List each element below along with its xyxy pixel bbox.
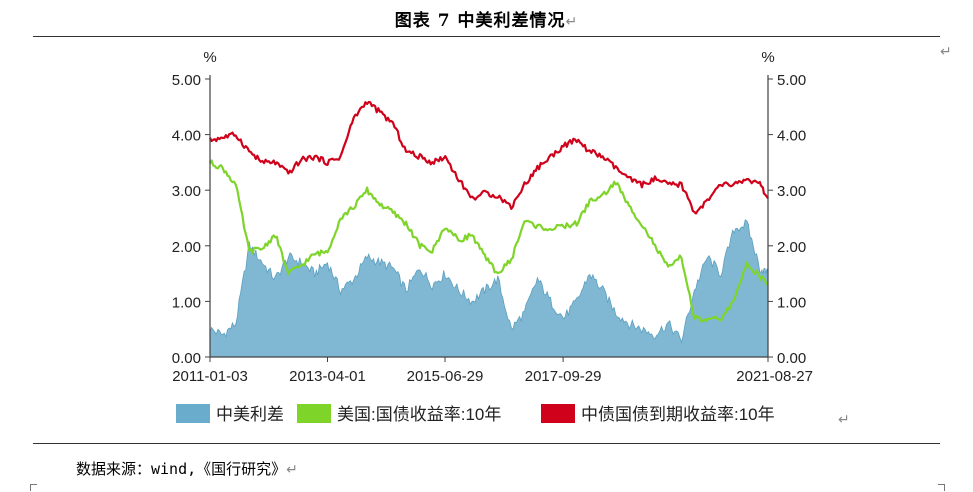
figure-title: 图表 7 中美利差情况↵ xyxy=(0,6,973,31)
y-unit-label-right: % xyxy=(761,49,774,66)
legend-label-2: 美国:国债收益率:10年 xyxy=(337,405,501,424)
legend-swatch-1 xyxy=(176,404,210,423)
corner-mark xyxy=(938,484,945,491)
y-tick-label-left: 5.00 xyxy=(172,72,201,89)
return-mark-icon: ↵ xyxy=(838,412,850,428)
x-tick-label: 2011-01-03 xyxy=(172,368,248,385)
legend-label-3: 中债国债到期收益率:10年 xyxy=(581,405,775,424)
legend-swatch-3 xyxy=(541,404,575,423)
y-tick-label-left: 0.00 xyxy=(172,350,201,367)
yield-spread-chart: 0.00 0.00 1.00 1.00 2.00 2.00 3.00 3.00 4.00 4.00… xyxy=(172,49,813,424)
y-tick-label-left: 3.00 xyxy=(172,183,201,200)
y-tick-label-right: 5.00 xyxy=(777,72,806,89)
series-1-area xyxy=(209,219,769,358)
y-tick-label-left: 1.00 xyxy=(172,294,201,311)
y-tick-label-right: 1.00 xyxy=(777,294,806,311)
y-tick-label-left: 4.00 xyxy=(172,128,201,145)
source-text: 数据来源：wind,《国行研究》 xyxy=(76,460,287,478)
bottom-rule xyxy=(33,443,940,444)
corner-mark xyxy=(30,484,37,491)
series-3-line xyxy=(209,100,769,215)
y-tick-label-right: 3.00 xyxy=(777,183,806,200)
y-tick-label-right: 2.00 xyxy=(777,239,806,256)
figure-title-text: 图表 7 中美利差情况 xyxy=(394,11,566,31)
y-unit-label-left: % xyxy=(203,49,216,66)
return-mark-icon: ↵ xyxy=(286,462,298,478)
x-tick-label: 2017-09-29 xyxy=(525,368,602,385)
y-tick-label-right: 4.00 xyxy=(777,128,806,145)
y-tick-label-right: 0.00 xyxy=(777,350,806,367)
legend-label-1: 中美利差 xyxy=(216,405,284,424)
x-tick-label: 2015-06-29 xyxy=(407,368,484,385)
source-note: 数据来源：wind,《国行研究》↵ xyxy=(76,458,298,479)
x-tick-label: 2021-08-27 xyxy=(736,368,813,385)
return-mark-icon: ↵ xyxy=(565,14,579,30)
return-mark-icon: ↵ xyxy=(940,44,952,60)
series-2-line xyxy=(209,159,769,323)
top-rule xyxy=(33,36,940,37)
legend-swatch-2 xyxy=(297,404,331,423)
x-tick-label: 2013-04-01 xyxy=(289,368,366,385)
y-tick-label-left: 2.00 xyxy=(172,239,201,256)
